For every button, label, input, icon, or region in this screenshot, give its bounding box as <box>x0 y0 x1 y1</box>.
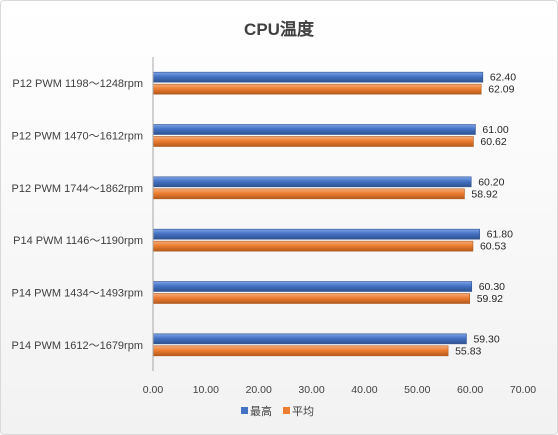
data-label-max: 62.40 <box>490 72 516 84</box>
category-label: P12 PWM 1470～1612rpm <box>12 131 143 143</box>
bar-avg <box>152 83 482 95</box>
category-label: P12 PWM 1198～1248rpm <box>12 78 143 90</box>
data-label-avg: 60.53 <box>480 241 506 253</box>
bar-avg <box>152 136 474 147</box>
data-label-max: 60.20 <box>478 176 504 188</box>
category-label: P12 PWM 1744～1862rpm <box>12 183 143 195</box>
bar-avg <box>152 188 465 200</box>
bar-max <box>152 176 472 188</box>
data-label-avg: 60.62 <box>480 136 506 148</box>
axes: 0.00 10.00 20.00 30.00 40.00 50.00 60.00 70.00 <box>143 57 536 396</box>
bar-max <box>152 71 484 83</box>
category-label: P14 PWM 1612～1679rpm <box>12 340 143 352</box>
bar-avg <box>152 293 471 304</box>
data-label-max: 61.00 <box>482 124 508 136</box>
x-tick-label: 60.00 <box>457 384 483 396</box>
bar-avg <box>152 345 449 357</box>
data-label-max: 61.80 <box>487 229 513 241</box>
category-labels: P12 PWM 1198～1248rpm P12 PWM 1470～1612rpm… <box>12 78 143 352</box>
x-tick-label: 50.00 <box>404 384 430 396</box>
bar-max <box>152 124 476 135</box>
category-label: P14 PWM 1146～1190rpm <box>13 235 143 247</box>
x-tick-label: 10.00 <box>193 384 219 396</box>
bar-max <box>152 333 467 345</box>
x-tick-label: 0.00 <box>143 384 164 396</box>
data-label-avg: 62.09 <box>488 84 514 96</box>
data-label-max: 59.30 <box>473 333 499 345</box>
category-label: P14 PWM 1434～1493rpm <box>12 288 143 300</box>
data-label-avg: 58.92 <box>471 188 497 200</box>
x-tick-label: 40.00 <box>351 384 377 396</box>
legend-label-avg: 平均 <box>292 405 314 418</box>
data-label-avg: 59.92 <box>477 293 503 305</box>
chart-title: CPU温度 <box>244 19 315 39</box>
bar-max <box>152 228 480 240</box>
legend: 最高 平均 <box>241 404 314 418</box>
data-label-max: 60.30 <box>479 281 505 293</box>
x-tick-label: 30.00 <box>298 384 324 396</box>
bar-avg <box>152 240 474 252</box>
legend-label-max: 最高 <box>250 404 272 418</box>
legend-swatch-avg <box>283 407 290 414</box>
x-tick-label: 20.00 <box>246 384 272 396</box>
bars <box>152 71 484 357</box>
x-tick-label: 70.00 <box>510 384 536 396</box>
bar-max <box>152 281 473 292</box>
data-label-avg: 55.83 <box>455 345 481 357</box>
legend-swatch-max <box>241 407 248 414</box>
